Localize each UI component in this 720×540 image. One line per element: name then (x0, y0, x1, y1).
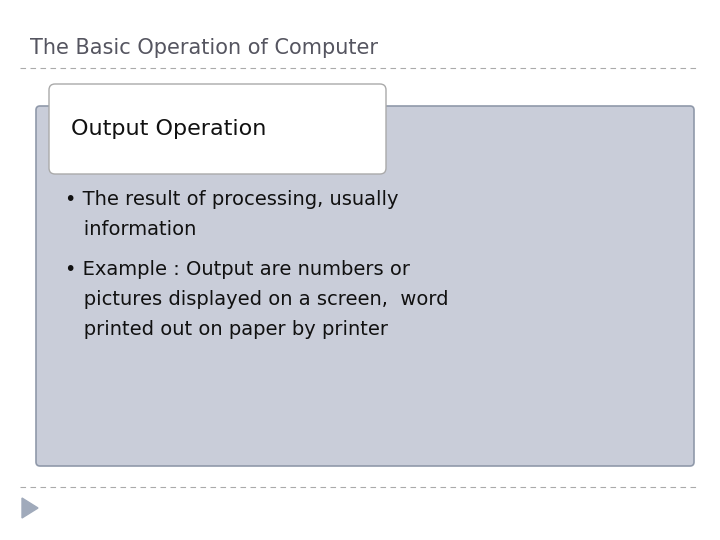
Text: Output Operation: Output Operation (71, 119, 266, 139)
Text: • The result of processing, usually: • The result of processing, usually (65, 190, 398, 209)
Text: information: information (65, 220, 197, 239)
Text: pictures displayed on a screen,  word: pictures displayed on a screen, word (65, 290, 449, 309)
Polygon shape (22, 498, 38, 518)
FancyBboxPatch shape (49, 84, 386, 174)
FancyBboxPatch shape (36, 106, 694, 466)
Text: printed out on paper by printer: printed out on paper by printer (65, 320, 388, 339)
Text: The Basic Operation of Computer: The Basic Operation of Computer (30, 38, 378, 58)
Text: • Example : Output are numbers or: • Example : Output are numbers or (65, 260, 410, 279)
